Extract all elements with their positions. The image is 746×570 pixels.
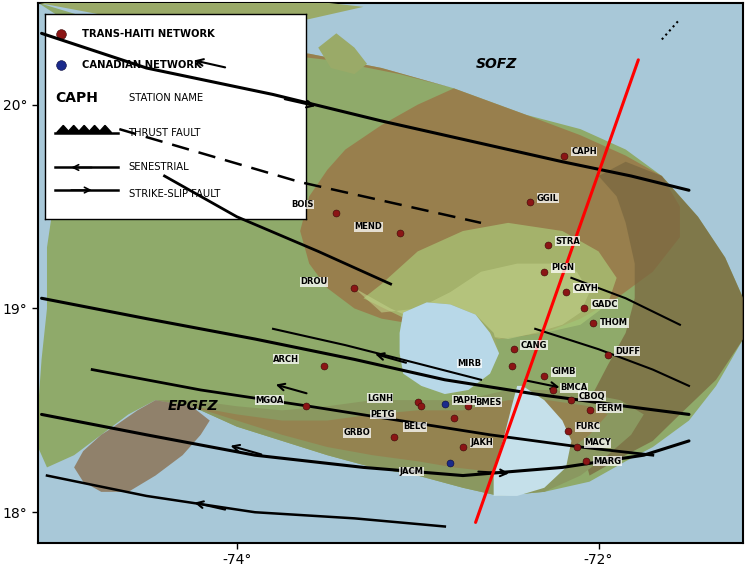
Polygon shape <box>219 48 680 339</box>
Text: CAPH: CAPH <box>571 147 597 156</box>
Text: PIGN: PIGN <box>551 263 574 272</box>
Polygon shape <box>400 302 499 394</box>
Text: BOIS: BOIS <box>291 200 313 209</box>
Text: CBOQ: CBOQ <box>579 392 605 401</box>
Text: CAYH: CAYH <box>573 284 598 292</box>
Text: MACY: MACY <box>584 438 611 447</box>
Polygon shape <box>38 3 743 496</box>
Text: JAKH: JAKH <box>470 438 493 447</box>
Text: LGNH: LGNH <box>367 394 393 402</box>
Text: FERM: FERM <box>597 404 623 413</box>
Polygon shape <box>74 400 210 492</box>
Text: JACM: JACM <box>400 467 424 476</box>
Text: GIMB: GIMB <box>551 367 576 376</box>
Text: PAPH: PAPH <box>452 396 477 405</box>
Text: BELC: BELC <box>404 422 427 431</box>
Text: CANG: CANG <box>521 341 548 349</box>
Polygon shape <box>494 386 571 496</box>
Polygon shape <box>354 263 589 339</box>
Text: ARCH: ARCH <box>273 355 299 364</box>
Text: PETG: PETG <box>371 410 395 419</box>
Text: EPGFZ: EPGFZ <box>168 400 219 413</box>
Polygon shape <box>580 162 743 475</box>
Polygon shape <box>38 3 363 27</box>
Text: MEND: MEND <box>354 222 382 231</box>
Text: BMCA: BMCA <box>560 384 588 392</box>
Text: SOFZ: SOFZ <box>476 57 517 71</box>
Text: GGIL: GGIL <box>537 194 559 203</box>
Text: MIRB: MIRB <box>457 359 482 368</box>
Text: GRBO: GRBO <box>344 428 370 437</box>
Polygon shape <box>363 223 617 339</box>
Text: GADC: GADC <box>592 300 618 309</box>
Polygon shape <box>409 319 490 386</box>
Text: DUFF: DUFF <box>615 347 640 356</box>
Text: STRA: STRA <box>555 237 580 246</box>
Text: THOM: THOM <box>601 318 628 327</box>
Text: DROU: DROU <box>300 278 327 287</box>
Text: MGOA: MGOA <box>255 396 283 405</box>
Polygon shape <box>155 400 607 471</box>
Text: FURC: FURC <box>575 422 600 431</box>
Polygon shape <box>155 390 644 496</box>
Text: BMES: BMES <box>476 398 502 406</box>
Polygon shape <box>400 302 499 394</box>
Polygon shape <box>319 34 367 74</box>
Text: MARG: MARG <box>593 457 621 466</box>
